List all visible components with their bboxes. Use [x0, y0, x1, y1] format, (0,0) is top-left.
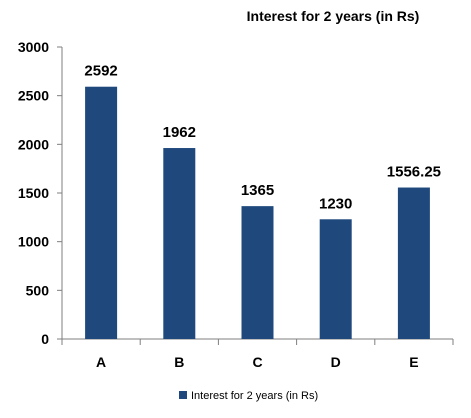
bar	[397, 187, 430, 339]
x-tick-label: D	[331, 354, 341, 370]
y-tick-label: 0	[41, 331, 49, 347]
data-label: 2592	[84, 63, 117, 80]
chart-title: Interest for 2 years (in Rs)	[247, 8, 420, 24]
y-tick-label: 2000	[18, 136, 49, 152]
x-axis: A B C D E	[61, 338, 454, 370]
bar	[85, 86, 118, 339]
legend: Interest for 2 years (in Rs)	[179, 390, 318, 402]
data-label: 1556.25	[387, 164, 441, 181]
x-tick-label: A	[96, 354, 106, 370]
y-tick-label: 1000	[18, 234, 49, 250]
data-label: 1962	[163, 124, 196, 141]
bars: 2592 1962 1365 1230 1556.25	[84, 63, 441, 339]
y-tick-label: 500	[26, 282, 50, 298]
x-tick-label: E	[409, 354, 418, 370]
data-label: 1365	[241, 182, 274, 199]
bar	[163, 148, 196, 339]
x-tick-label: B	[174, 354, 184, 370]
data-label: 1230	[319, 195, 352, 212]
y-tick-label: 1500	[18, 185, 49, 201]
bar	[319, 219, 352, 339]
legend-swatch	[179, 391, 187, 399]
legend-label: Interest for 2 years (in Rs)	[191, 390, 318, 402]
y-axis: 0 500 1000 1500 2000 2500 3000	[18, 39, 63, 347]
x-tick-label: C	[252, 354, 262, 370]
y-tick-label: 3000	[18, 39, 49, 55]
bar	[241, 206, 274, 339]
y-tick-label: 2500	[18, 88, 49, 104]
